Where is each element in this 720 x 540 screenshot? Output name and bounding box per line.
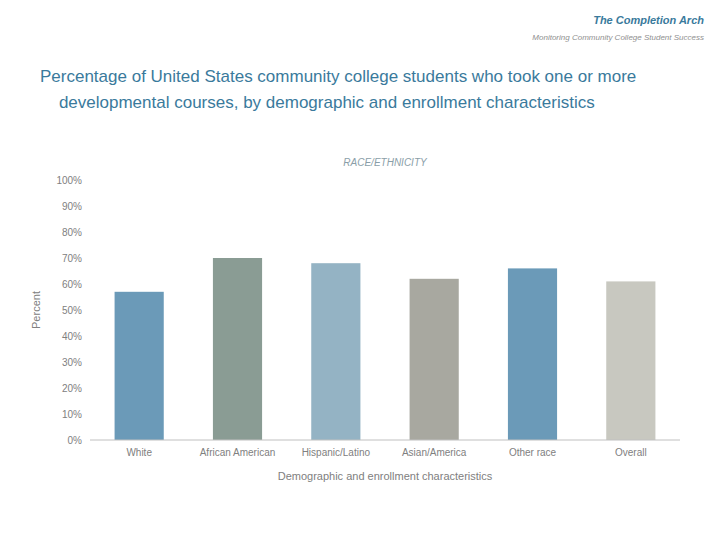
x-tick-label: African American <box>200 447 276 458</box>
x-tick-label: Other race <box>509 447 557 458</box>
x-axis-line <box>90 440 680 441</box>
logo-title: The Completion Arch <box>593 14 704 26</box>
x-tick-label: Asian/America <box>402 447 467 458</box>
y-tick-label: 40% <box>62 331 82 342</box>
background <box>0 0 720 540</box>
x-axis: White African American Hispanic/Latino Asia… <box>126 447 646 458</box>
title: Percentage of United States community co… <box>40 67 636 86</box>
bar <box>606 281 655 440</box>
bar <box>115 292 164 440</box>
y-axis-label: Percent <box>30 291 42 329</box>
x-tick-label: Hispanic/Latino <box>302 447 371 458</box>
bar <box>410 279 459 440</box>
x-axis-label: Demographic and enrollment characteristi… <box>278 470 493 482</box>
bar <box>213 258 262 440</box>
y-tick-label: 50% <box>62 305 82 316</box>
y-tick-label: 90% <box>62 201 82 212</box>
y-tick-label: 100% <box>56 175 82 186</box>
x-tick-label: White <box>126 447 152 458</box>
x-tick-label: Overall <box>615 447 647 458</box>
bar <box>311 263 360 440</box>
y-tick-label: 70% <box>62 253 82 264</box>
subtitle: RACE/ETHNICITY <box>343 157 428 168</box>
y-axis: 0% 10% 20% 30% 40% 50% 60% 70% 80% 90% 100% <box>56 175 82 446</box>
bars <box>115 258 656 440</box>
chart: The Completion Arch Monitoring Community … <box>0 0 720 540</box>
title: developmental courses, by demographic an… <box>40 93 595 112</box>
logo-subtitle: Monitoring Community College Student Suc… <box>532 33 704 42</box>
y-tick-label: 10% <box>62 409 82 420</box>
y-tick-label: 80% <box>62 227 82 238</box>
y-tick-label: 0% <box>68 435 83 446</box>
y-tick-label: 20% <box>62 383 82 394</box>
y-tick-label: 30% <box>62 357 82 368</box>
y-tick-label: 60% <box>62 279 82 290</box>
bar <box>508 268 557 440</box>
